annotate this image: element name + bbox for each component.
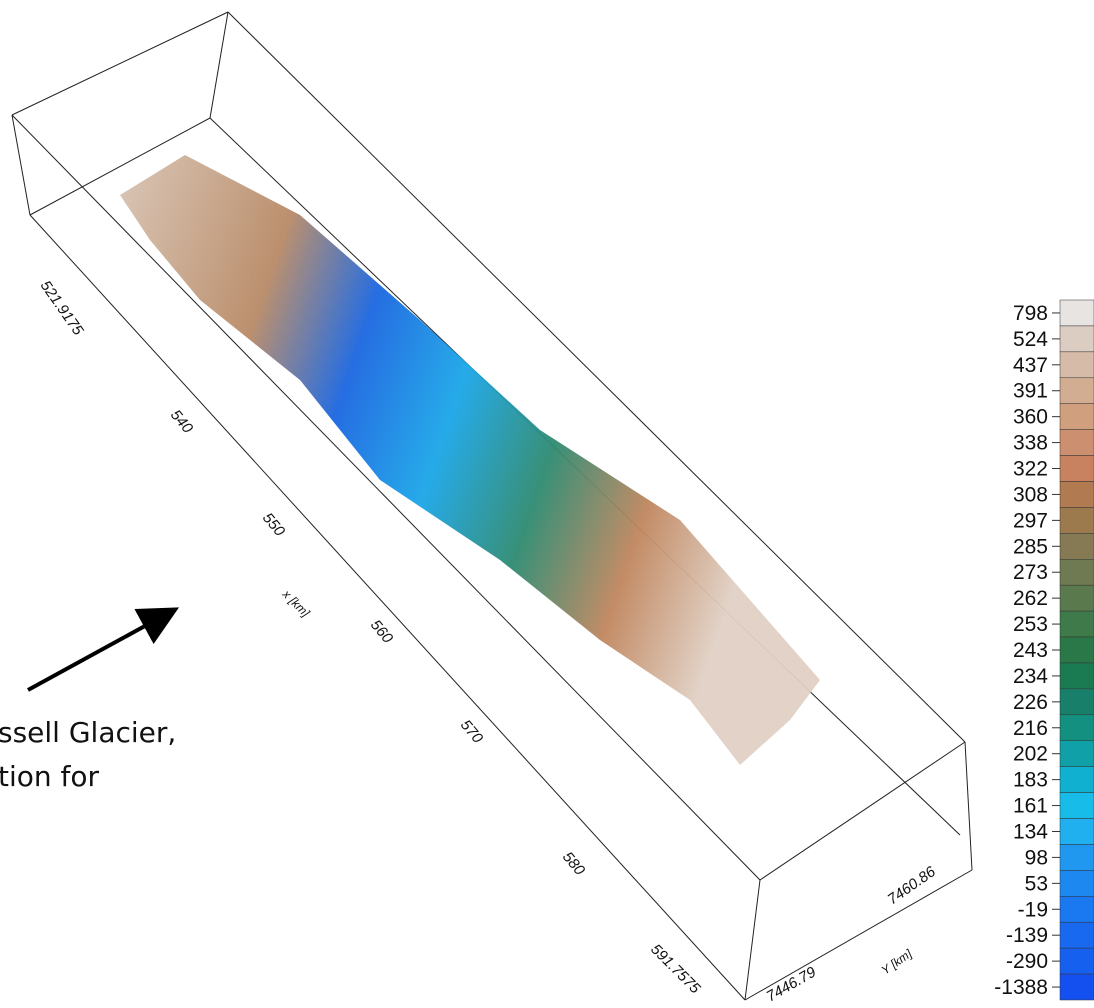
- colorbar-label: 234: [1013, 665, 1048, 688]
- colorbar-label: 183: [1013, 769, 1048, 792]
- annotation-line: ssell Glacier,: [0, 716, 176, 749]
- colorbar-segment: [1060, 611, 1094, 637]
- colorbar-label: 338: [1013, 432, 1048, 455]
- colorbar-segment: [1060, 974, 1094, 1000]
- y-tick-label: 7460.86: [885, 863, 940, 908]
- colorbar-label: 308: [1013, 483, 1048, 506]
- colorbar-label: 285: [1013, 535, 1048, 558]
- colorbar-label: -19: [1018, 898, 1048, 921]
- glacier-surface: [120, 155, 820, 765]
- colorbar-segment: [1060, 430, 1094, 456]
- x-tick-label: 560: [367, 617, 397, 648]
- colorbar-segment: [1060, 326, 1094, 352]
- colorbar-segment: [1060, 663, 1094, 689]
- x-tick-label: 580: [559, 849, 589, 880]
- colorbar-segment: [1060, 300, 1094, 326]
- colorbar-label: 297: [1013, 509, 1048, 532]
- colorbar-label: 322: [1013, 458, 1048, 481]
- colorbar-label: 798: [1013, 302, 1048, 325]
- colorbar-segment: [1060, 819, 1094, 845]
- colorbar-segment: [1060, 559, 1094, 585]
- x-tick-label: 591.7575: [647, 941, 704, 998]
- x-tick-label: 521.9175: [37, 278, 87, 340]
- colorbar-label: 524: [1013, 328, 1048, 351]
- colorbar-label: 226: [1013, 691, 1048, 714]
- y-axis-label: Y [km]: [879, 946, 915, 977]
- colorbar-segment: [1060, 741, 1094, 767]
- colorbar-segment: [1060, 793, 1094, 819]
- colorbar-label: -290: [1006, 950, 1048, 973]
- colorbar-label: 391: [1013, 380, 1048, 403]
- colorbar-segment: [1060, 715, 1094, 741]
- x-tick-label: 550: [259, 510, 289, 541]
- x-tick-label: 540: [167, 407, 197, 438]
- colorbar-segment: [1060, 844, 1094, 870]
- colorbar-segment: [1060, 896, 1094, 922]
- colorbar-label: -1388: [994, 976, 1048, 999]
- colorbar-segment: [1060, 922, 1094, 948]
- x-axis-label: x [km]: [279, 587, 313, 621]
- colorbar-label: 253: [1013, 613, 1048, 636]
- colorbar-segment: [1060, 481, 1094, 507]
- colorbar-segment: [1060, 533, 1094, 559]
- colorbar-label: 161: [1013, 795, 1048, 818]
- colorbar-segment: [1060, 352, 1094, 378]
- arrow: [28, 615, 165, 690]
- colorbar-label: 216: [1013, 717, 1048, 740]
- colorbar-segment: [1060, 689, 1094, 715]
- colorbar-label: 243: [1013, 639, 1048, 662]
- colorbar-segment: [1060, 637, 1094, 663]
- colorbar-label: 53: [1025, 872, 1048, 895]
- annotation-line: tion for: [0, 760, 100, 793]
- colorbar-segment: [1060, 378, 1094, 404]
- figure: 798 524 437 391 360 338 322308 297 285 273 262 253 2…: [0, 0, 1094, 1008]
- colorbar-label: 202: [1013, 743, 1048, 766]
- colorbar-label: -139: [1006, 924, 1048, 947]
- colorbar-label: 134: [1013, 820, 1048, 843]
- colorbar-label: 273: [1013, 561, 1048, 584]
- colorbar-segment: [1060, 948, 1094, 974]
- colorbar-label: 437: [1013, 354, 1048, 377]
- colorbar-segment: [1060, 404, 1094, 430]
- colorbar-label: 98: [1025, 846, 1048, 869]
- colorbar-segment: [1060, 456, 1094, 482]
- colorbar-segment: [1060, 585, 1094, 611]
- colorbar-segment: [1060, 507, 1094, 533]
- colorbar-segment: [1060, 767, 1094, 793]
- colorbar-label: 262: [1013, 587, 1048, 610]
- colorbar-label: 360: [1013, 406, 1048, 429]
- colorbar-segment: [1060, 870, 1094, 896]
- x-tick-label: 570: [457, 717, 487, 748]
